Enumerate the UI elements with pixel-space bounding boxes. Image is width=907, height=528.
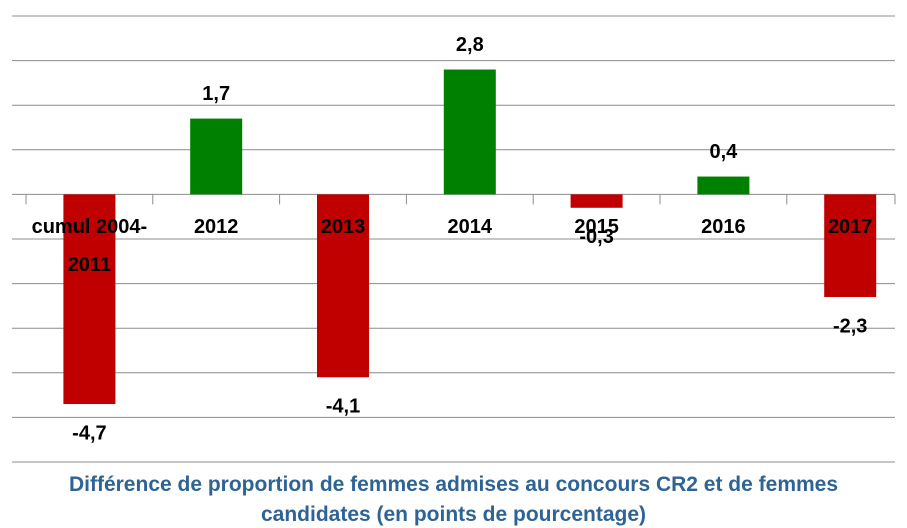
chart-title: Différence de proportion de femmes admis…	[68, 473, 839, 526]
bar	[697, 176, 750, 195]
bar	[570, 194, 623, 208]
data-label: -2,3	[833, 315, 867, 337]
bar	[190, 118, 243, 195]
x-tick-label: 2014	[447, 216, 493, 239]
bar	[824, 194, 877, 297]
x-tick-label: 2012	[193, 216, 239, 239]
x-tick-label: 2017	[827, 216, 873, 239]
x-tick-label: 2015	[574, 216, 619, 239]
x-tick-label: cumul 2004-2011	[31, 216, 148, 277]
x-tick-label: 2013	[320, 216, 366, 239]
data-label: 0,4	[709, 141, 738, 163]
x-tick-label: 2016	[701, 216, 746, 239]
data-label: 2,8	[456, 34, 484, 56]
bar	[63, 194, 116, 405]
data-label: 1,7	[202, 83, 230, 105]
data-label: -4,7	[72, 422, 106, 444]
data-label: -4,1	[326, 396, 360, 418]
bar	[443, 69, 496, 195]
bar	[317, 194, 369, 378]
data-label: -0,3	[579, 226, 613, 248]
